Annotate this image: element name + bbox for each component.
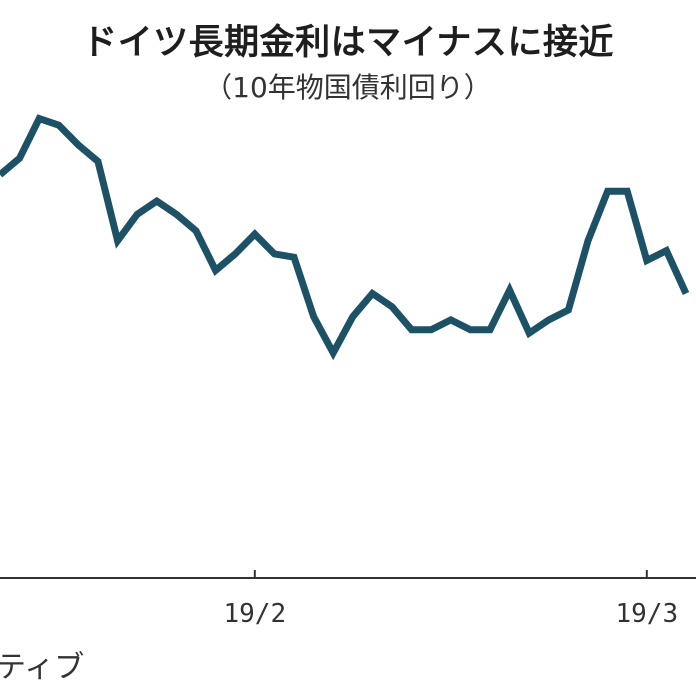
x-axis-group: 19/2 19/3 <box>0 570 696 629</box>
x-tick-label: 19/2 <box>223 599 286 629</box>
x-tick-label: 19/3 <box>615 599 678 629</box>
series-line <box>0 114 690 361</box>
source-note: ティブ <box>0 650 85 685</box>
chart-title: ドイツ長期金利はマイナスに接近 <box>82 23 614 63</box>
series-group <box>0 114 690 361</box>
chart-subtitle: （10年物国債利回り） <box>204 71 492 104</box>
